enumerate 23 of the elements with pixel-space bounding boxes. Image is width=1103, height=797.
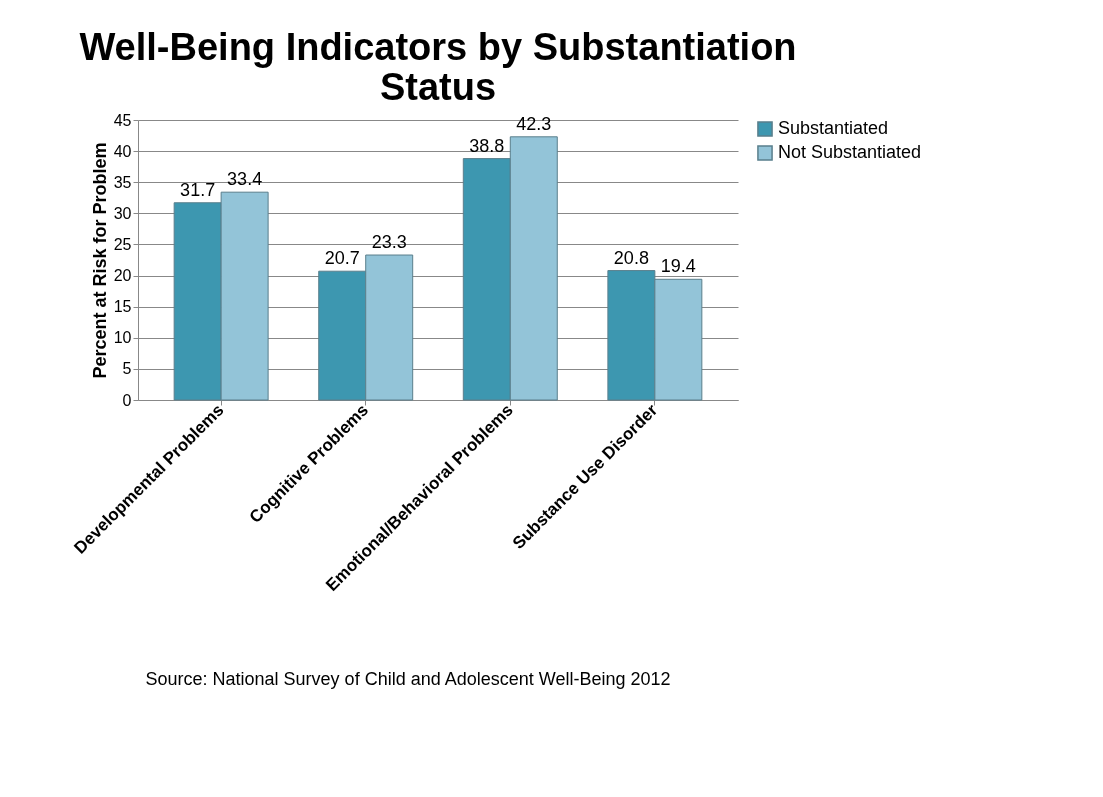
- data-label: 20.8: [613, 247, 649, 268]
- y-axis-title: Percent at Risk for Problem: [89, 142, 110, 379]
- y-tick-label: 40: [113, 142, 132, 160]
- y-tick-label: 35: [113, 173, 132, 191]
- data-label: 23.3: [371, 232, 407, 253]
- data-label: 31.7: [180, 179, 216, 200]
- y-tick-label: 25: [113, 235, 132, 253]
- data-label: 38.8: [469, 135, 505, 156]
- y-tick-label: 30: [113, 204, 132, 222]
- data-label: 42.3: [516, 113, 552, 134]
- y-tick-label: 45: [113, 111, 132, 129]
- y-tick-label: 5: [122, 360, 132, 378]
- data-label: 19.4: [660, 256, 696, 277]
- source-note: Source: National Survey of Child and Adolescent Well-Being 2012: [145, 669, 671, 689]
- data-label: 20.7: [324, 248, 360, 269]
- y-tick-label: 15: [113, 298, 132, 316]
- y-tick-label: 0: [122, 391, 132, 409]
- chart-title: Well-Being Indicators by Substantiation Status: [79, 26, 797, 108]
- data-label: 33.4: [227, 169, 263, 190]
- y-tick-label: 10: [113, 329, 132, 347]
- legend-label: Not Substantiated: [778, 142, 922, 162]
- legend-label: Substantiated: [778, 118, 889, 138]
- y-tick-label: 20: [113, 267, 132, 285]
